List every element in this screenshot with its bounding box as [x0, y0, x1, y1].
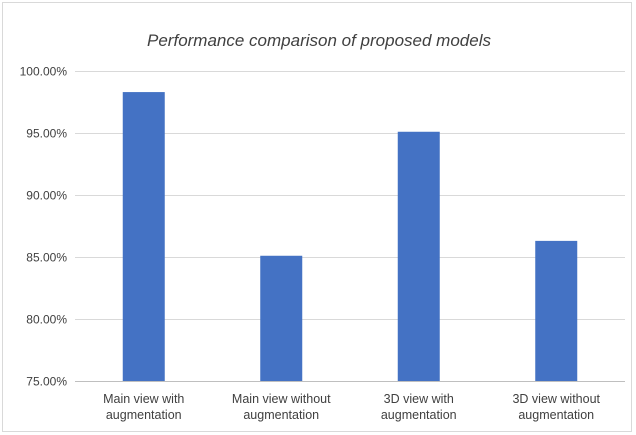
- x-category-label: augmentation: [381, 408, 457, 422]
- bar: [260, 255, 303, 381]
- y-tick-label: 85.00%: [26, 251, 67, 265]
- y-tick-label: 80.00%: [26, 313, 67, 327]
- chart-title: Performance comparison of proposed model…: [147, 31, 491, 50]
- x-category-label: Main view with: [103, 392, 184, 406]
- bar: [122, 92, 165, 381]
- x-category-label: augmentation: [243, 408, 319, 422]
- x-category-label: 3D view without: [512, 392, 600, 406]
- y-tick-label: 90.00%: [26, 189, 67, 203]
- bars: [122, 92, 578, 381]
- y-axis-tick-labels: 75.00% 80.00% 85.00% 90.00% 95.00% 100.00%: [20, 65, 68, 389]
- gridlines: [75, 71, 625, 382]
- x-category-label: augmentation: [106, 408, 182, 422]
- y-tick-label: 95.00%: [26, 127, 67, 141]
- bar: [535, 240, 578, 381]
- x-category-label: Main view without: [232, 392, 331, 406]
- y-tick-label: 75.00%: [26, 375, 67, 389]
- x-category-label: 3D view with: [384, 392, 454, 406]
- x-category-label: augmentation: [518, 408, 594, 422]
- bar: [397, 131, 440, 381]
- x-axis-category-labels: Main view with augmentation Main view with…: [103, 392, 600, 422]
- y-tick-label: 100.00%: [20, 65, 68, 79]
- chart-frame: Performance comparison of proposed model…: [2, 2, 632, 432]
- bar-chart: Performance comparison of proposed model…: [20, 31, 625, 422]
